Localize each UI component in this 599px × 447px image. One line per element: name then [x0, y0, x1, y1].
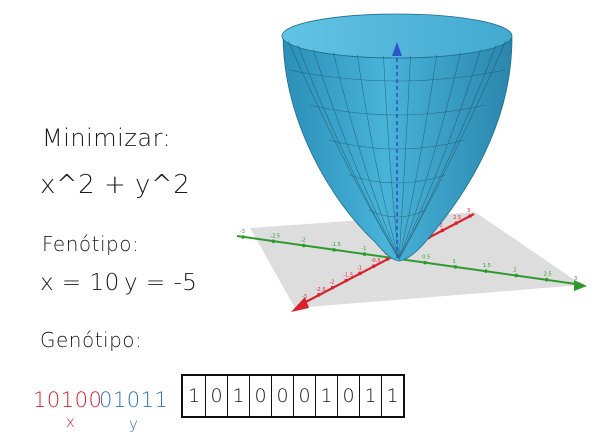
axis-tick [385, 257, 390, 261]
axis-tick-label: -3 [240, 229, 245, 235]
axis-tick-label: -2 [301, 238, 306, 244]
axis-tick-label: -0.5 [371, 258, 381, 264]
axis-tick [371, 264, 376, 268]
axis-tick [453, 265, 458, 269]
axis-tick-label: 2 [513, 267, 516, 273]
mesh-line [297, 45, 400, 260]
axis-tick [301, 243, 306, 248]
axis-tick-label: 3 [467, 208, 470, 214]
chromosome-cell: 0 [205, 376, 227, 416]
mesh-line [398, 52, 461, 260]
mesh-line [398, 40, 507, 260]
mesh-line [398, 54, 438, 260]
genotype-x-label: x [66, 413, 76, 431]
axis-tick-label: 2.5 [453, 215, 461, 221]
x-axis-arrow-icon [291, 297, 309, 312]
axis-tick [544, 277, 549, 282]
axis-tick-label: -2 [330, 280, 335, 286]
axis-tick [440, 228, 445, 233]
objective-title: Minimizar: [42, 124, 172, 152]
chromosome-cell: 0 [271, 376, 293, 416]
chromosome-cell: 1 [187, 385, 201, 407]
chromosome-cells: 1 0 1 0 0 0 1 0 1 1 [181, 374, 405, 418]
axis-tick [423, 260, 427, 265]
chromosome-cell: 0 [293, 376, 315, 416]
mesh-contour [348, 174, 446, 184]
chromosome-cell: 1 [381, 376, 403, 416]
genotype-x-bits: 10100 [33, 388, 103, 412]
phenotype-label: Fenótipo: [42, 232, 140, 256]
axis-tick [344, 278, 349, 283]
mesh-line [356, 54, 400, 260]
chromosome-cell: 1 [359, 376, 381, 416]
chromosome-cell: 1 [227, 376, 249, 416]
z-axis-arrow-icon [392, 42, 402, 56]
axis-tick-label: -3 [302, 294, 307, 300]
axis-tick [484, 269, 488, 273]
genotype-label: Genótipo: [40, 328, 143, 352]
y-axis-line [236, 235, 584, 286]
y-axis-arrow-icon [574, 280, 587, 291]
axis-tick-label: -1.5 [343, 273, 353, 279]
objective-function: x^2 + y^2 [40, 170, 191, 200]
axis-tick [271, 239, 276, 244]
axis-tick-label: 1 [453, 259, 456, 265]
axis-tick-label: -2.5 [270, 233, 280, 239]
axis-tick [316, 293, 321, 297]
axis-tick-label: -1 [357, 265, 362, 271]
mesh-line [333, 52, 400, 260]
axis-tick [514, 273, 519, 278]
axis-tick-label: -2.5 [316, 287, 326, 293]
mesh-line [398, 45, 497, 260]
chromosome-cell: 1 [315, 376, 337, 416]
mesh-line [287, 40, 400, 260]
axis-tick [358, 271, 362, 276]
chromosome-cell: 0 [337, 376, 359, 416]
axis-tick [241, 235, 245, 239]
axis-tick [332, 248, 336, 252]
axis-tick [362, 252, 367, 256]
axis-tick-label: 0.5 [422, 255, 430, 261]
mesh-contour [368, 209, 426, 218]
axis-tick-label: 2.5 [544, 272, 552, 278]
mesh-line [398, 49, 482, 260]
genotype-y-bits: 01011 [99, 388, 169, 412]
chromosome-cell: 0 [249, 376, 271, 416]
axis-tick [454, 221, 459, 225]
axis-tick-label: -1 [361, 246, 366, 252]
axis-tick-label: -1.5 [331, 242, 341, 248]
phenotype-x-value: x = 10 [40, 270, 120, 296]
mesh-line [383, 55, 400, 260]
xy-plane [250, 212, 582, 308]
paraboloid-plot: -3 -2.5 -2 -1.5 -1 -0.5 0.5 1 1.5 2 2.5 3 -3 -2.5 -2 -… [236, 13, 587, 312]
genotype-y-label: y [129, 415, 139, 433]
axis-tick [330, 285, 335, 290]
paraboloid-surface [282, 33, 513, 262]
axis-tick-label: 1.5 [483, 263, 491, 269]
axis-tick-label: 3 [574, 276, 577, 282]
mesh-line [398, 55, 411, 260]
axis-tick-label: 2 [440, 222, 443, 228]
phenotype-y-value: y = -5 [124, 270, 198, 296]
axis-tick [468, 214, 472, 218]
mesh-line [312, 49, 400, 260]
